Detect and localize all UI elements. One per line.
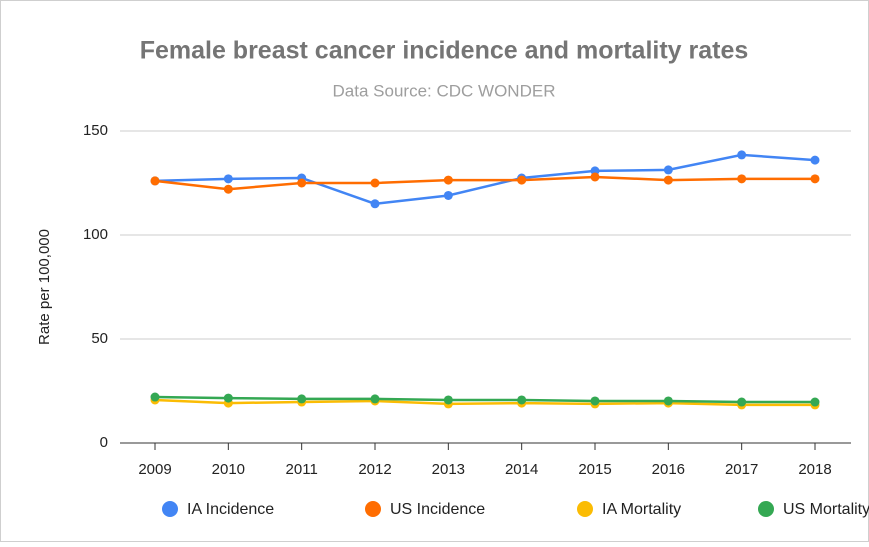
data-point bbox=[810, 397, 820, 407]
x-tick-label: 2009 bbox=[138, 461, 171, 478]
data-point bbox=[370, 199, 380, 209]
data-point bbox=[810, 155, 820, 165]
series-line bbox=[154, 153, 816, 206]
legend-label: IA Incidence bbox=[187, 501, 274, 518]
data-point bbox=[737, 150, 747, 160]
data-point bbox=[663, 165, 673, 175]
legend-label: US Incidence bbox=[390, 501, 485, 518]
data-point bbox=[663, 175, 673, 185]
series-line bbox=[154, 175, 815, 191]
data-point bbox=[517, 395, 527, 405]
x-tick-label: 2015 bbox=[578, 461, 611, 478]
data-point bbox=[223, 184, 233, 194]
x-tick-label: 2010 bbox=[212, 461, 245, 478]
data-point bbox=[590, 172, 600, 182]
legend-swatch bbox=[577, 501, 593, 517]
y-axis-label: Rate per 100,000 bbox=[36, 229, 53, 345]
x-tick-label: 2011 bbox=[286, 461, 318, 478]
data-point bbox=[150, 176, 160, 186]
data-point bbox=[150, 392, 160, 402]
y-tick-label: 150 bbox=[83, 122, 108, 139]
x-tick-label: 2016 bbox=[652, 461, 685, 478]
y-tick-label: 100 bbox=[83, 226, 108, 243]
data-point bbox=[737, 397, 747, 407]
chart-title: Female breast cancer incidence and morta… bbox=[140, 37, 749, 65]
data-point bbox=[297, 394, 307, 404]
data-point bbox=[590, 396, 600, 406]
data-point bbox=[223, 174, 233, 184]
y-tick-label: 50 bbox=[91, 330, 108, 347]
data-point bbox=[443, 175, 453, 185]
chart-subtitle: Data Source: CDC WONDER bbox=[333, 81, 556, 100]
x-tick-label: 2018 bbox=[798, 461, 831, 478]
y-tick-label: 0 bbox=[100, 434, 108, 451]
x-tick-label: 2013 bbox=[432, 461, 465, 478]
legend-label: IA Mortality bbox=[602, 501, 681, 518]
legend-swatch bbox=[162, 501, 178, 517]
data-point bbox=[443, 190, 453, 200]
data-point bbox=[663, 396, 673, 406]
x-tick-label: 2012 bbox=[358, 461, 391, 478]
data-point bbox=[370, 178, 380, 188]
legend-swatch bbox=[758, 501, 774, 517]
x-tick-label: 2014 bbox=[505, 461, 538, 478]
legend-swatch bbox=[365, 501, 381, 517]
data-point bbox=[517, 175, 527, 185]
x-tick-label: 2017 bbox=[725, 461, 758, 478]
data-point bbox=[810, 174, 820, 184]
data-point bbox=[737, 174, 747, 184]
data-point bbox=[223, 393, 233, 403]
data-point bbox=[297, 178, 307, 188]
series-line bbox=[154, 395, 815, 404]
series-line bbox=[154, 398, 815, 407]
data-point bbox=[370, 394, 380, 404]
legend-label: US Mortality bbox=[783, 501, 869, 518]
data-point bbox=[443, 395, 453, 405]
